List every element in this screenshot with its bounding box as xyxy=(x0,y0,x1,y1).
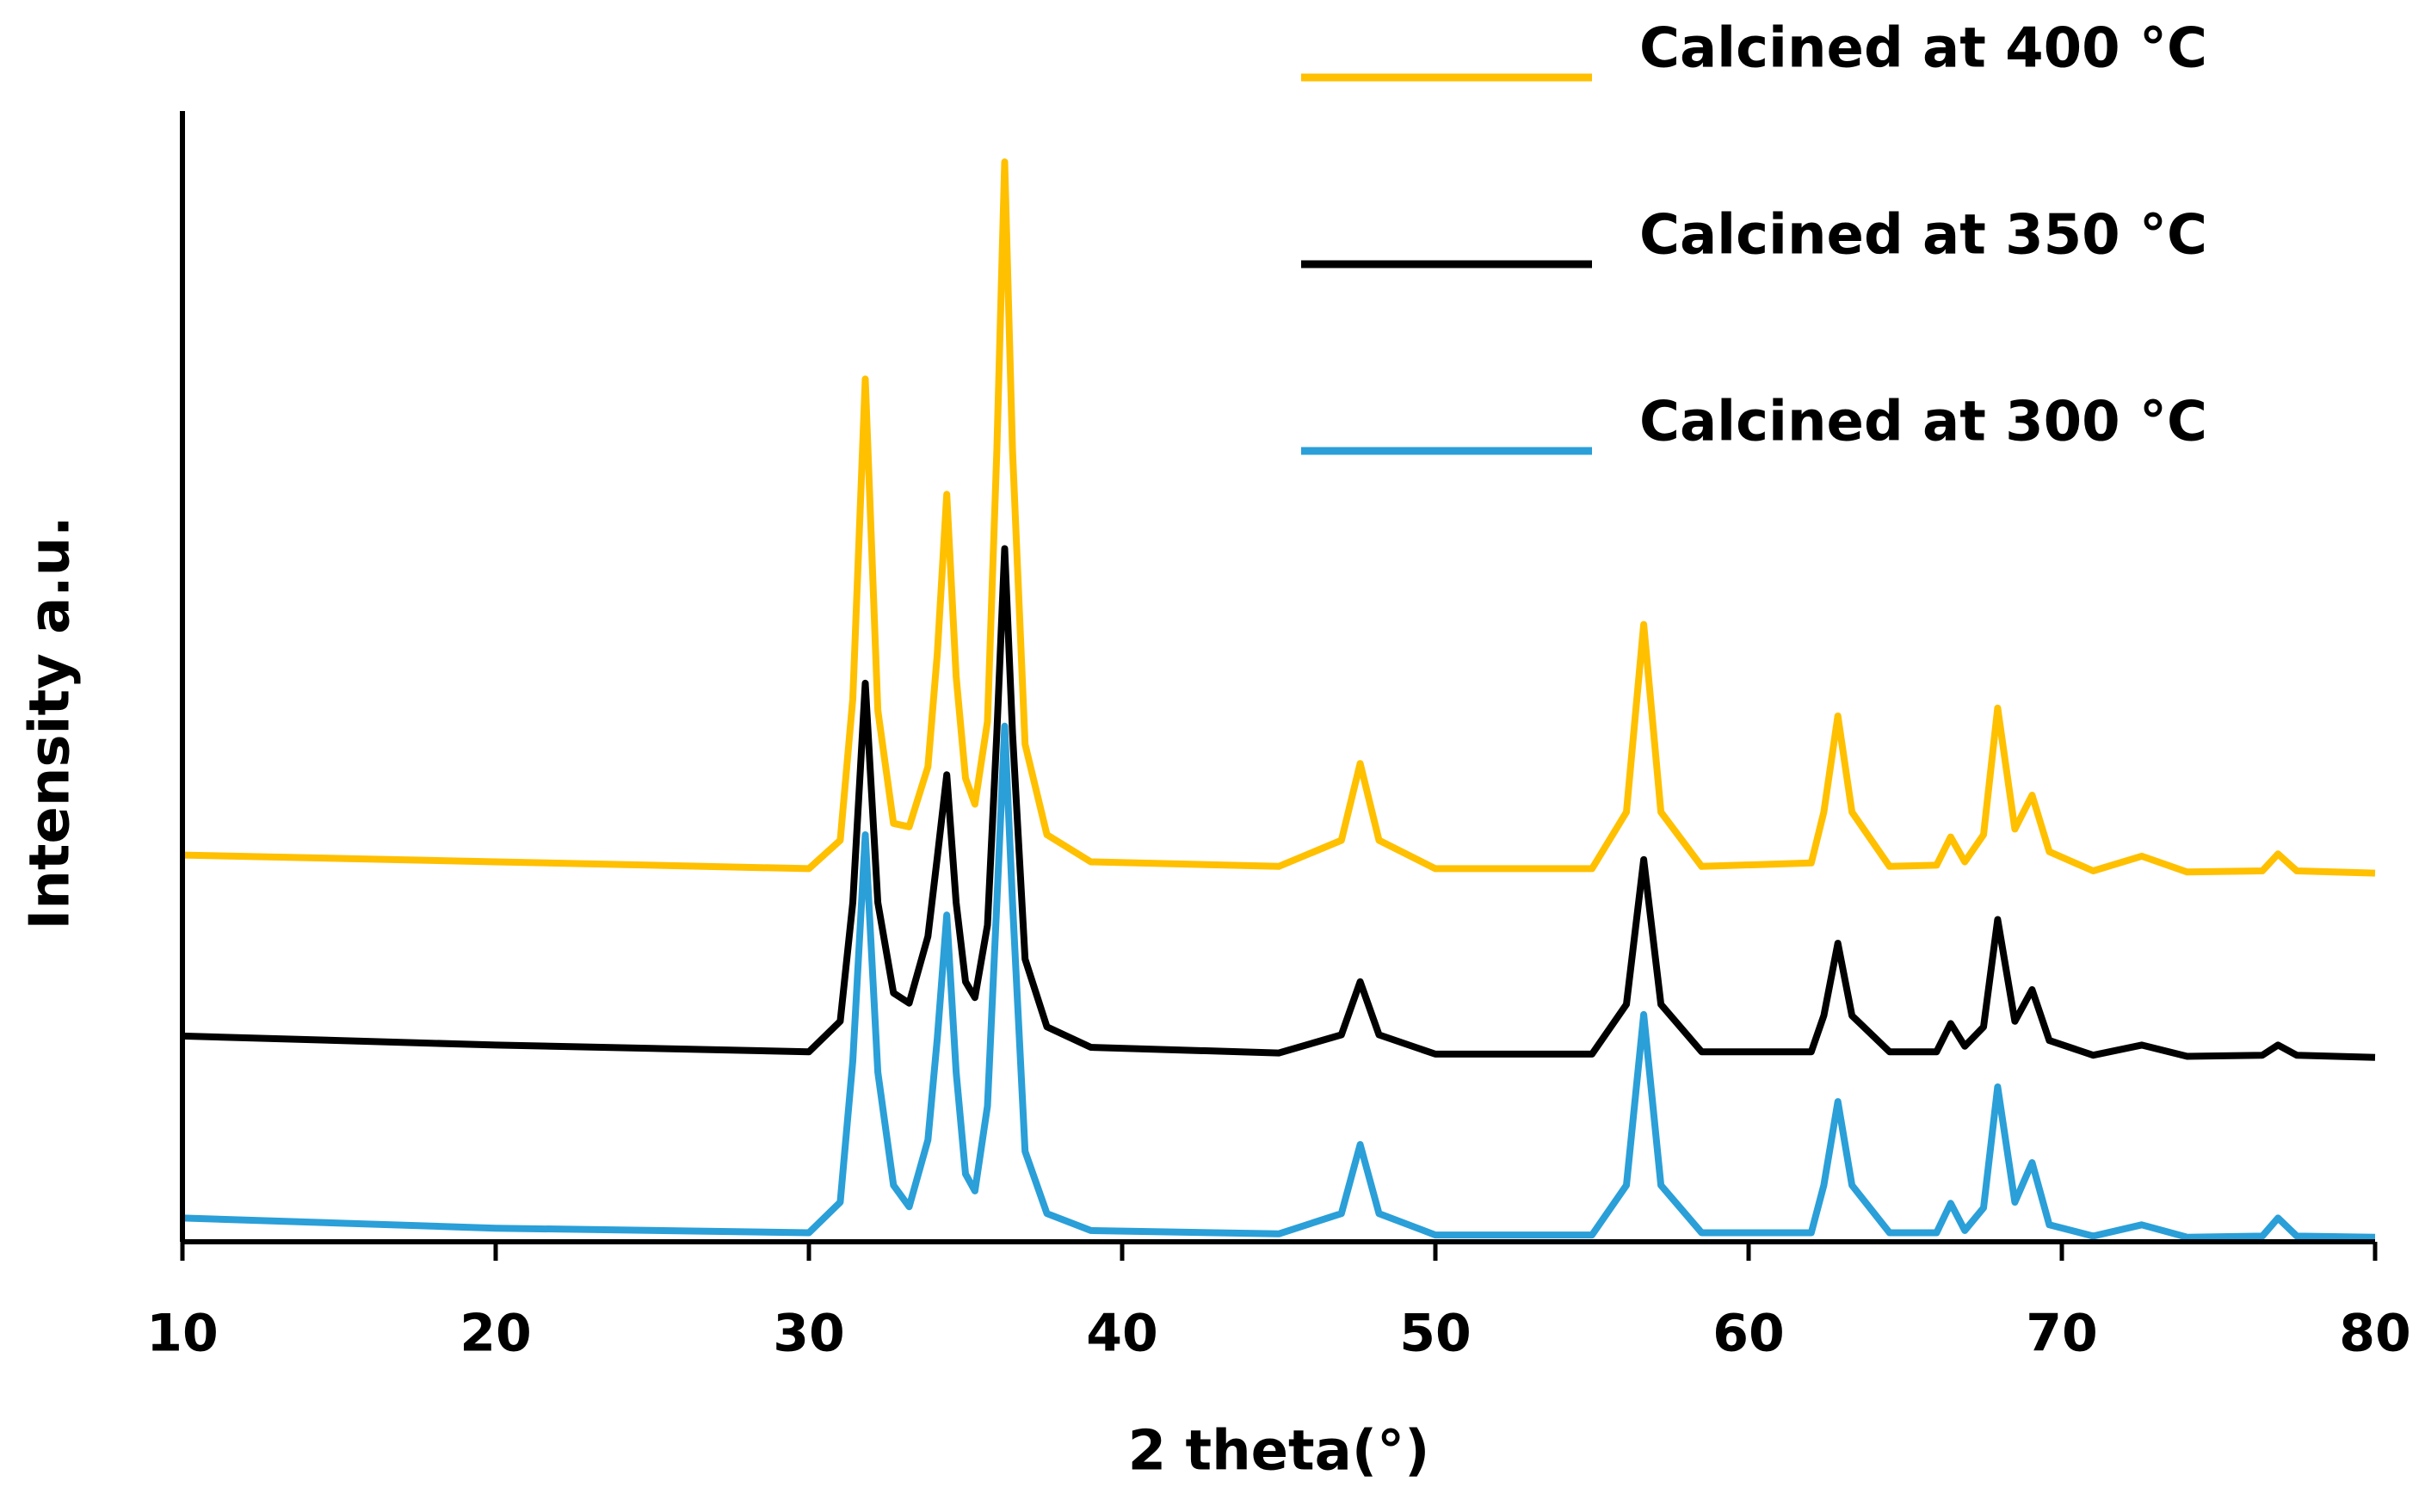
legend-label: Calcined at 300 °C xyxy=(1639,391,2207,454)
x-tick-label: 80 xyxy=(2339,1304,2411,1364)
x-tick-label: 70 xyxy=(2026,1304,2098,1364)
x-axis-title: 2 theta(°) xyxy=(1128,1420,1430,1484)
data-line xyxy=(182,158,2376,877)
x-tick-label: 20 xyxy=(460,1304,532,1364)
data-line xyxy=(182,722,2376,1241)
x-tick-label: 40 xyxy=(1086,1304,1158,1364)
x-tick-label: 50 xyxy=(1399,1304,1472,1364)
legend-label: Calcined at 350 °C xyxy=(1639,204,2207,268)
x-tick-label: 30 xyxy=(773,1304,845,1364)
y-axis-title: Intensity a.u. xyxy=(19,516,83,930)
data-line xyxy=(182,545,2376,1061)
legend-label: Calcined at 400 °C xyxy=(1639,17,2207,81)
x-tick-label: 10 xyxy=(146,1304,219,1364)
x-tick-label: 60 xyxy=(1712,1304,1785,1364)
